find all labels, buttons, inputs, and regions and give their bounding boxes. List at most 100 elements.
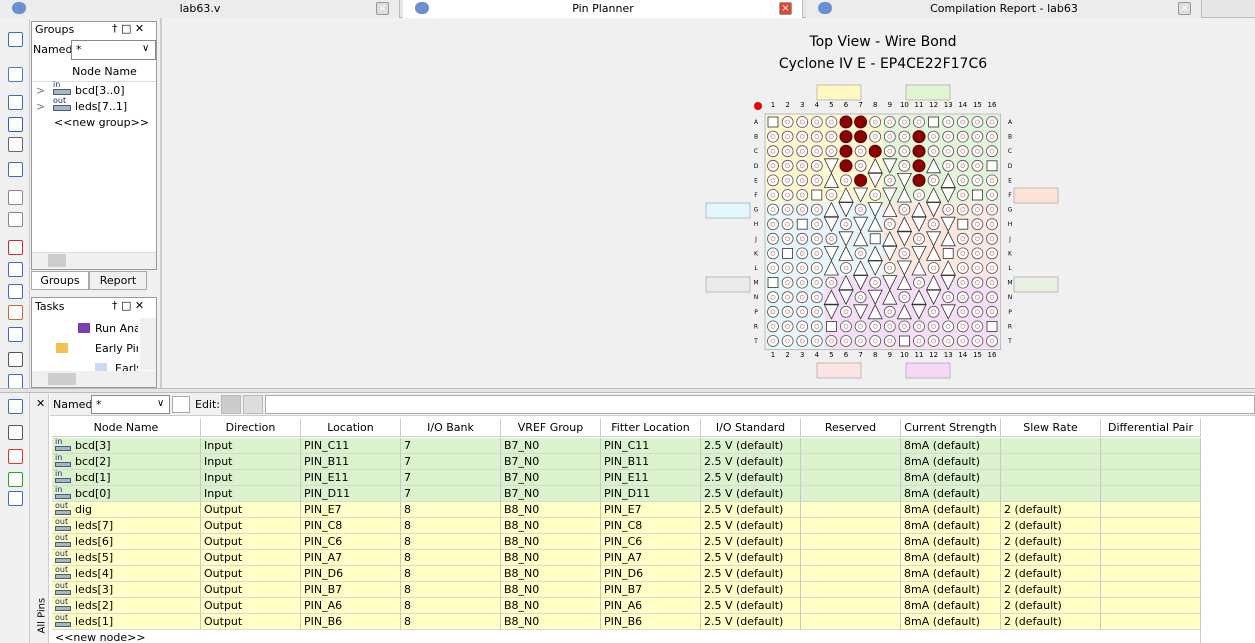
group-item[interactable]: bcd[3..0] xyxy=(75,84,125,97)
table-cell[interactable]: leds[1] xyxy=(52,614,201,630)
column-header[interactable]: Current Strength xyxy=(901,419,1001,437)
toolbar-button[interactable] xyxy=(8,32,23,47)
table-cell[interactable]: leds[2] xyxy=(52,598,201,614)
pin-dot xyxy=(960,294,966,300)
toolbar-button[interactable] xyxy=(8,472,23,487)
pin-dot xyxy=(814,221,820,227)
pin xyxy=(925,231,942,247)
tab[interactable] xyxy=(806,0,1202,18)
column-header[interactable]: Slew Rate xyxy=(1001,419,1101,437)
panel-tab[interactable]: Report xyxy=(89,271,147,290)
table-cell[interactable]: bcd[3] xyxy=(52,438,201,454)
toolbar-button[interactable] xyxy=(8,137,23,152)
table-cell[interactable]: leds[4] xyxy=(52,566,201,582)
pin xyxy=(956,189,969,201)
table-cell: PIN_C6 xyxy=(301,534,401,550)
pin xyxy=(925,245,942,261)
task-item[interactable]: Early Pin xyxy=(95,342,138,355)
panel-title: Groups xyxy=(35,23,75,36)
expand-arrow[interactable]: > xyxy=(36,84,46,97)
toolbar-button[interactable] xyxy=(8,240,23,255)
table-cell[interactable]: bcd[2] xyxy=(52,454,201,470)
toolbar-button[interactable] xyxy=(8,305,23,320)
toolbar-button[interactable] xyxy=(8,162,23,177)
toolbar-button[interactable] xyxy=(8,352,23,367)
edit-accept[interactable] xyxy=(243,395,263,414)
pin xyxy=(852,230,869,247)
tab-close[interactable]: × xyxy=(1178,2,1191,15)
pin xyxy=(854,335,867,347)
column-header[interactable]: Location xyxy=(301,419,401,437)
toolbar-button[interactable] xyxy=(8,449,23,464)
pin-dot xyxy=(858,294,863,300)
pin-dot xyxy=(814,280,820,285)
table-cell[interactable]: leds[6] xyxy=(52,534,201,550)
toolbar-button[interactable] xyxy=(8,67,23,82)
table-cell[interactable]: bcd[0] xyxy=(52,486,201,502)
group-item[interactable]: leds[7..1] xyxy=(75,100,128,113)
table-cell[interactable]: dig xyxy=(52,502,201,518)
tab[interactable] xyxy=(0,0,400,18)
pin-dot xyxy=(975,221,980,227)
column-header[interactable]: I/O Bank xyxy=(401,419,501,437)
toolbar-button[interactable] xyxy=(8,190,23,205)
column-header[interactable]: VREF Group xyxy=(501,419,601,437)
pin xyxy=(840,320,852,333)
filter-button[interactable] xyxy=(172,396,190,413)
toolbar-button[interactable] xyxy=(8,117,23,132)
table-cell: 8mA (default) xyxy=(901,502,1001,518)
toolbar-button[interactable] xyxy=(8,425,23,440)
column-label: 5 xyxy=(829,101,833,109)
filter-input[interactable]: * xyxy=(71,40,156,60)
task-item[interactable]: Run Anal xyxy=(95,322,138,335)
panel-tab[interactable]: Groups xyxy=(31,271,89,290)
pin xyxy=(956,232,969,245)
column-header[interactable]: Node Name xyxy=(52,419,201,437)
panel-close[interactable]: ✕ xyxy=(36,397,46,410)
toolbar-button[interactable] xyxy=(8,327,23,342)
filter-input[interactable]: * xyxy=(91,395,170,414)
pin xyxy=(986,203,998,216)
toolbar-button[interactable] xyxy=(8,374,23,389)
column-header[interactable]: Differential Pair xyxy=(1101,419,1201,437)
table-cell: 8 xyxy=(401,582,501,598)
row-label: J xyxy=(754,236,757,243)
toolbar-button[interactable] xyxy=(8,284,23,299)
table-cell[interactable]: leds[5] xyxy=(52,550,201,566)
table-cell[interactable]: bcd[1] xyxy=(52,470,201,486)
table-cell[interactable]: leds[3] xyxy=(52,582,201,598)
tab-close[interactable]: × xyxy=(779,2,792,15)
column-header[interactable]: Fitter Location xyxy=(601,419,701,437)
column-header[interactable]: Reserved xyxy=(801,419,901,437)
pin xyxy=(882,246,898,262)
pin-dot xyxy=(829,192,834,198)
column-header[interactable]: Direction xyxy=(201,419,301,437)
toolbar-button[interactable] xyxy=(8,399,23,414)
pin-dot xyxy=(814,134,820,139)
pin xyxy=(883,320,896,333)
pin xyxy=(854,145,867,158)
pin-dot xyxy=(843,338,849,344)
edit-input[interactable] xyxy=(265,395,1255,414)
table-cell xyxy=(801,550,901,566)
tab-close[interactable]: × xyxy=(376,2,389,15)
pin-dot xyxy=(770,148,776,154)
pin xyxy=(854,203,867,216)
column-header[interactable]: I/O Standard xyxy=(701,419,801,437)
edit-cancel[interactable] xyxy=(221,395,241,414)
new-node[interactable]: <<new node>> xyxy=(55,631,146,643)
pin xyxy=(956,145,969,158)
toolbar-button[interactable] xyxy=(8,212,23,227)
toolbar-button[interactable] xyxy=(8,95,23,110)
tab[interactable] xyxy=(403,0,803,18)
pin-dot xyxy=(785,294,790,300)
toolbar-button[interactable] xyxy=(8,262,23,277)
expand-arrow[interactable]: > xyxy=(36,100,46,113)
new-group[interactable]: <<new group>> xyxy=(54,116,150,129)
table-cell: Input xyxy=(201,470,301,486)
pin-dot xyxy=(931,338,936,344)
pin-dot xyxy=(799,134,805,139)
toolbar-button[interactable] xyxy=(8,491,23,506)
pin xyxy=(825,145,838,158)
table-cell[interactable]: leds[7] xyxy=(52,518,201,534)
